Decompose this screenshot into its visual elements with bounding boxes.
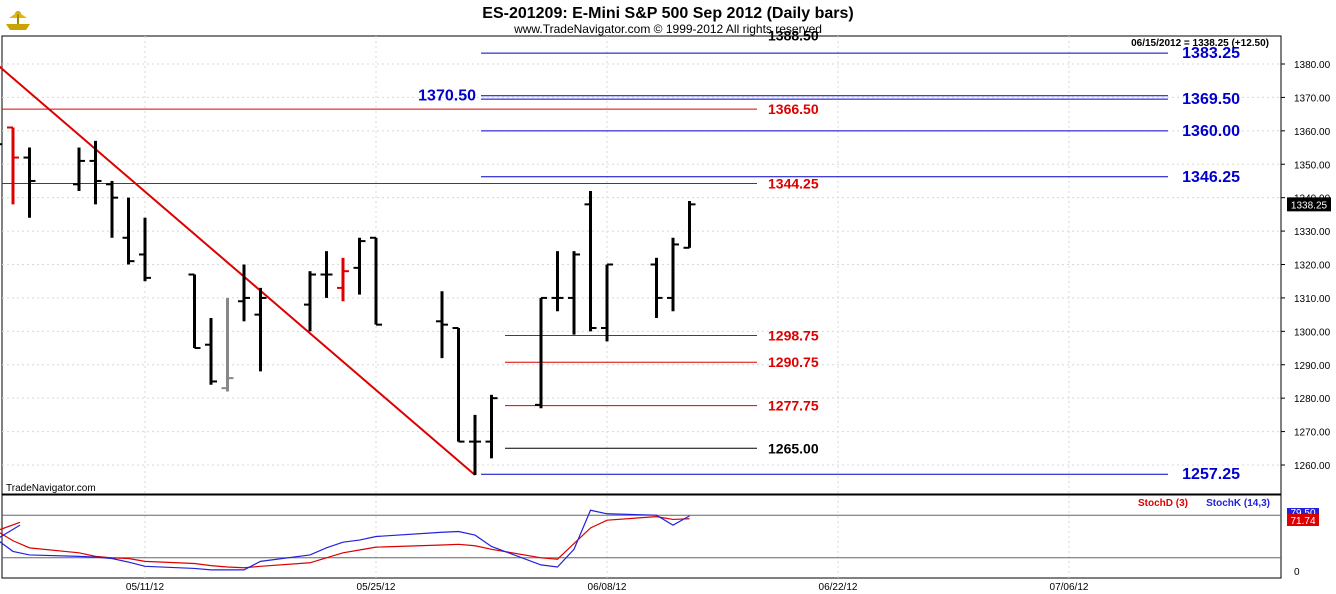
trendline-layer — [0, 65, 476, 476]
stoch-y-tick-label: 0 — [1294, 567, 1300, 578]
ohlc-bar — [7, 126, 19, 205]
x-tick-label: 05/25/12 — [357, 582, 396, 593]
y-tick-label: 1320.00 — [1294, 261, 1331, 272]
bars-layer — [0, 126, 696, 476]
ohlc-bar — [238, 264, 250, 322]
chart-title: ES-201209: E-Mini S&P 500 Sep 2012 (Dail… — [482, 5, 853, 22]
level-label: 1344.25 — [768, 175, 819, 191]
ohlc-bar — [205, 317, 217, 385]
ohlc-bar — [320, 251, 333, 298]
last-price-badge — [1287, 197, 1331, 212]
x-tick-label: 06/08/12 — [588, 582, 627, 593]
ohlc-bar — [683, 201, 696, 249]
chart-subtitle: www.TradeNavigator.com © 1999-2012 All r… — [513, 22, 822, 36]
level-label: 1388.50 — [768, 28, 819, 44]
level-label: 1298.75 — [768, 328, 819, 344]
ohlc-bar — [139, 217, 151, 282]
ohlc-bar — [89, 140, 102, 205]
ohlc-bar — [122, 197, 135, 265]
stoch-series-line — [0, 509, 690, 571]
stochk-value-text: 79.50 — [1290, 508, 1315, 519]
stoch-series-line — [0, 516, 690, 569]
ohlc-bar — [469, 414, 481, 476]
level-label: 1346.25 — [1182, 169, 1240, 186]
level-label: 1257.25 — [1182, 466, 1240, 483]
stochastic-pane-frame — [1, 494, 1282, 579]
ohlc-bar — [0, 143, 3, 146]
y-tick-label: 1270.00 — [1294, 428, 1331, 439]
price-info: 06/15/2012 = 1338.25 (+12.50) — [1131, 38, 1269, 49]
y-tick-label: 1370.00 — [1294, 93, 1331, 104]
stoch-legend-d: StochD (3) — [1138, 498, 1188, 509]
level-label: 1360.00 — [1182, 123, 1240, 140]
ohlc-bar — [568, 251, 580, 335]
trendline — [0, 65, 476, 476]
ohlc-bar — [584, 190, 597, 332]
level-label: 1366.50 — [768, 101, 819, 117]
y-tick-label: 1280.00 — [1294, 394, 1331, 405]
ohlc-bar — [221, 297, 234, 392]
x-tick-label: 06/22/12 — [819, 582, 858, 593]
ohlc-bar — [106, 180, 118, 238]
tradenavigator-logo — [6, 11, 30, 30]
levels-layer: 1383.25 1369.50 1370.50 1366.50 1360.00 1346.… — [2, 28, 1240, 483]
ohlc-bar — [650, 257, 663, 318]
watermark: TradeNavigator.com — [6, 483, 96, 494]
ohlc-bar — [551, 251, 564, 312]
ohlc-bar — [485, 394, 498, 459]
y-tick-label: 1260.00 — [1294, 461, 1331, 472]
level-label: 1369.50 — [1182, 91, 1240, 108]
x-tick-label: 05/11/12 — [126, 582, 165, 593]
x-axis: 05/11/12 05/25/12 06/08/12 06/22/12 07/06/12 — [126, 582, 1089, 593]
y-tick-label: 1300.00 — [1294, 327, 1331, 338]
ohlc-bar — [23, 147, 36, 218]
y-axis: 1260.00 1270.00 1280.00 1290.00 1300.00 1310.… — [1281, 60, 1331, 472]
ohlc-bar — [370, 236, 382, 326]
ohlc-bar — [353, 237, 366, 295]
y-tick-label: 1380.00 — [1294, 60, 1331, 71]
y-tick-label: 1360.00 — [1294, 127, 1331, 138]
ohlc-bar — [436, 291, 448, 359]
y-tick-label: 1330.00 — [1294, 227, 1331, 238]
y-tick-label: 1350.00 — [1294, 160, 1331, 171]
level-label: 1383.25 — [1182, 45, 1240, 62]
ohlc-bar — [73, 147, 85, 191]
ohlc-bar — [452, 326, 465, 443]
ohlc-bar — [304, 271, 316, 332]
ohlc-bar — [337, 257, 349, 302]
level-label: 1265.00 — [768, 440, 819, 456]
y-tick-label: 1310.00 — [1294, 294, 1331, 305]
ohlc-bar — [535, 296, 547, 409]
level-label: 1290.75 — [768, 354, 819, 370]
level-label: 1370.50 — [418, 88, 476, 105]
ohlc-bar — [254, 287, 267, 372]
ohlc-bar — [601, 263, 613, 342]
y-tick-label: 1290.00 — [1294, 361, 1331, 372]
ohlc-bar — [667, 237, 679, 312]
ohlc-bar — [188, 273, 201, 350]
last-price-badge-text: 1338.25 — [1291, 200, 1328, 211]
stochd-value-badge — [1287, 514, 1319, 526]
stochk-value-badge — [1287, 508, 1319, 517]
stoch-legend-k: StochK (14,3) — [1206, 498, 1270, 509]
stochd-value-text: 71.74 — [1290, 516, 1315, 527]
x-tick-label: 07/06/12 — [1050, 582, 1089, 593]
level-label: 1277.75 — [768, 398, 819, 414]
